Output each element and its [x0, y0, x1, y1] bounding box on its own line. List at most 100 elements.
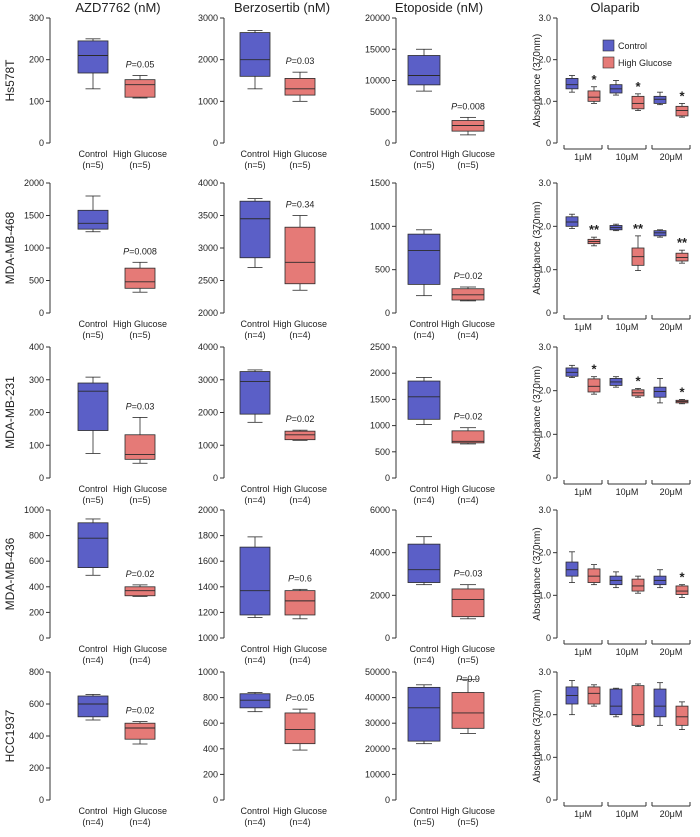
control-label: Control — [240, 484, 269, 494]
p-value-annotation: P=0.03 — [126, 401, 155, 411]
y-tick-label: 1400 — [198, 582, 218, 592]
y-tick-label: 200 — [29, 763, 44, 773]
control-n-label: (n=5) — [82, 495, 103, 505]
y-tick-label: 1000 — [24, 243, 44, 253]
high-glucose-box — [284, 430, 316, 441]
y-tick-label: 500 — [375, 265, 390, 275]
olaparib-y-label: Absorbance (370nm) — [532, 34, 543, 127]
y-tick-label: 1.0 — [538, 96, 551, 106]
control-label: Control — [240, 806, 269, 816]
legend-label-high-glucose: High Glucose — [618, 58, 672, 68]
y-tick-label: 1000 — [198, 440, 218, 450]
control-box — [407, 233, 441, 285]
olaparib-high-glucose-0-box — [587, 378, 601, 393]
y-tick-label: 0 — [385, 308, 390, 318]
high-glucose-n-label: (n=4) — [289, 655, 310, 665]
olaparib-y-label: Absorbance (370nm) — [532, 366, 543, 459]
column-title-0: AZD7762 (nM) — [75, 0, 160, 15]
high-glucose-box — [124, 434, 156, 460]
dose-label: 1μM — [574, 152, 592, 162]
significance-marker: * — [635, 79, 641, 94]
olaparib-control-0-box — [565, 561, 579, 577]
control-box — [407, 55, 441, 86]
panel-r0-c3: 0 1.0 2.0 3.0 Absorbance (370nm) * 1μM * 10μM * 20… — [532, 13, 691, 162]
y-tick-label: 4000 — [198, 342, 218, 352]
control-n-label: (n=5) — [82, 330, 103, 340]
panel-r4-c3: 0 1.0 2.0 3.0 Absorbance (370nm) 1μM 10μM 20μM — [532, 667, 691, 819]
panel-r3-c1: 100012001400160018002000Control(n=4)High… — [198, 505, 327, 665]
high-glucose-label: High Glucose — [113, 484, 167, 494]
panel-r2-c3: 0 1.0 2.0 3.0 Absorbance (370nm) * 1μM * 10μM * 20… — [532, 342, 691, 497]
panel-r3-c3: 0 1.0 2.0 3.0 Absorbance (370nm) 1μM 10μM * 20μM — [532, 505, 691, 657]
column-title-1: Berzosertib (nM) — [234, 0, 330, 15]
control-n-label: (n=4) — [413, 655, 434, 665]
y-tick-label: 3000 — [198, 13, 218, 23]
y-tick-label: 1000 — [198, 633, 218, 643]
control-n-label: (n=4) — [82, 655, 103, 665]
y-tick-label: 1000 — [24, 505, 44, 515]
significance-marker: * — [591, 72, 597, 87]
control-box — [239, 546, 271, 616]
significance-marker: * — [591, 362, 597, 377]
control-n-label: (n=4) — [244, 817, 265, 827]
y-tick-label: 400 — [29, 731, 44, 741]
y-tick-label: 0 — [213, 473, 218, 483]
control-label: Control — [240, 149, 269, 159]
y-tick-label: 3.0 — [538, 342, 551, 352]
row-label-1: MDA-MB-468 — [3, 211, 17, 284]
olaparib-control-2-box — [653, 95, 667, 104]
y-tick-label: 1.0 — [538, 429, 551, 439]
control-n-label: (n=5) — [244, 160, 265, 170]
dose-label: 20μM — [660, 152, 683, 162]
significance-marker: * — [679, 88, 685, 103]
y-tick-label: 300 — [29, 375, 44, 385]
control-n-label: (n=5) — [82, 160, 103, 170]
y-tick-label: 4000 — [198, 178, 218, 188]
high-glucose-label: High Glucose — [441, 149, 495, 159]
olaparib-high-glucose-2-box — [675, 705, 689, 726]
dose-label: 20μM — [660, 487, 683, 497]
p-value-annotation: P=0.02 — [126, 569, 155, 579]
panel-r4-c2: 01000020000300004000050000Control(n=5)Hi… — [365, 667, 495, 827]
high-glucose-n-label: (n=5) — [129, 160, 150, 170]
y-tick-label: 600 — [29, 699, 44, 709]
control-n-label: (n=4) — [244, 495, 265, 505]
y-tick-label: 3.0 — [538, 505, 551, 515]
y-tick-label: 2000 — [24, 178, 44, 188]
olaparib-high-glucose-0-box — [587, 90, 601, 102]
significance-marker: * — [679, 384, 685, 399]
control-box — [407, 543, 441, 583]
control-box — [407, 380, 441, 420]
y-tick-label: 3.0 — [538, 13, 551, 23]
high-glucose-n-label: (n=4) — [457, 495, 478, 505]
high-glucose-n-label: (n=4) — [289, 817, 310, 827]
y-tick-label: 3000 — [198, 375, 218, 385]
y-tick-label: 0 — [39, 308, 44, 318]
y-tick-label: 0 — [39, 795, 44, 805]
olaparib-control-0-box — [565, 78, 579, 90]
y-tick-label: 20000 — [365, 744, 390, 754]
column-title-2: Etoposide (nM) — [395, 0, 483, 15]
high-glucose-n-label: (n=4) — [129, 655, 150, 665]
panel-r1-c3: 0 1.0 2.0 3.0 Absorbance (370nm) ** 1μM ** 10μM *… — [532, 178, 691, 332]
p-value-annotation: P=0.02 — [286, 414, 315, 424]
y-tick-label: 2000 — [198, 505, 218, 515]
p-value-annotation: P=0.008 — [123, 246, 157, 256]
high-glucose-box — [284, 226, 316, 285]
olaparib-high-glucose-0-box — [587, 686, 601, 705]
high-glucose-box — [451, 588, 485, 618]
y-tick-label: 3500 — [198, 211, 218, 221]
p-value-annotation: P=0.34 — [286, 200, 315, 210]
y-tick-label: 0 — [385, 473, 390, 483]
olaparib-high-glucose-1-box — [631, 95, 645, 110]
y-tick-label: 2500 — [370, 342, 390, 352]
high-glucose-box — [124, 722, 156, 740]
control-box — [239, 32, 271, 77]
significance-marker: ** — [589, 222, 600, 237]
